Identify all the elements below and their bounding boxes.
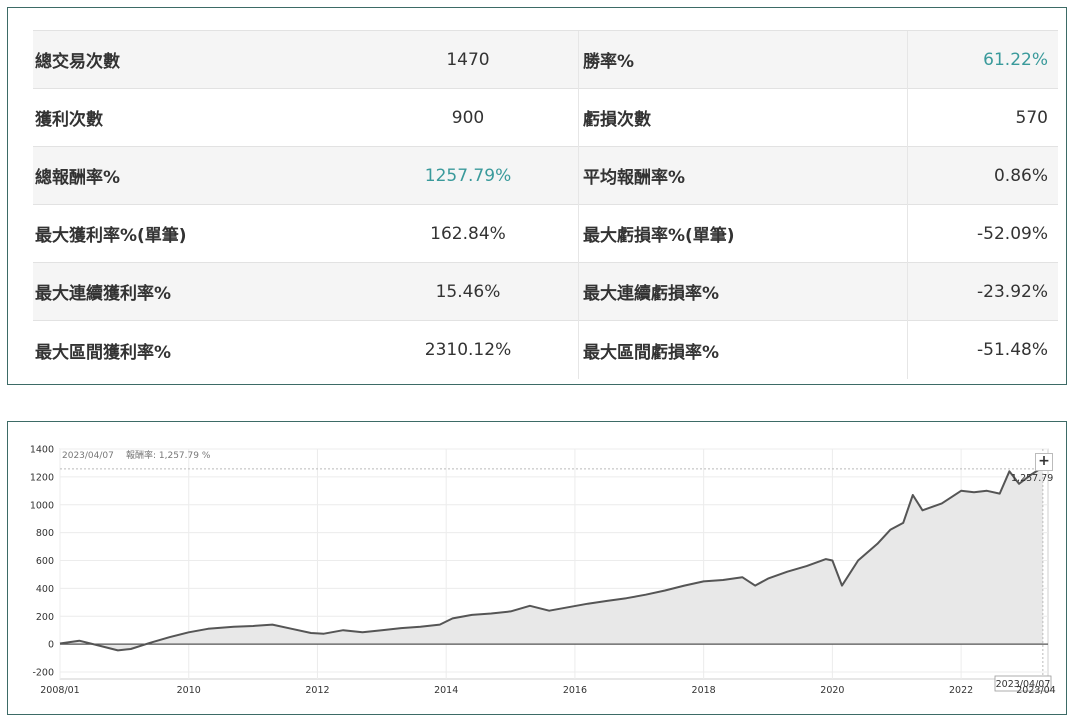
stat-value: 15.46%: [358, 262, 579, 321]
stat-label: 總交易次數: [33, 30, 358, 89]
y-tick-label: 800: [36, 528, 54, 539]
y-tick-label: 1400: [30, 445, 54, 456]
y-tick-label: -200: [32, 668, 54, 679]
last-value-label: 1,257.79: [1011, 473, 1053, 484]
stat-value: 570: [907, 88, 1058, 147]
y-tick-label: 200: [36, 612, 54, 623]
y-tick-label: 0: [48, 640, 54, 651]
stat-value: 1257.79%: [358, 146, 579, 205]
stat-label: 勝率%: [578, 30, 908, 89]
stats-row: 最大連續獲利率% 15.46% 最大連續虧損率% -23.92%: [33, 262, 1058, 321]
x-tick-label: 2008/01: [40, 685, 79, 696]
x-tick-label: 2018: [692, 685, 716, 696]
stat-value: 1470: [358, 30, 579, 89]
y-tick-label: 1200: [30, 472, 54, 483]
return-chart[interactable]: 1400 1200 1000 800 600 400 200 0 -200 2008/01 2010…: [8, 422, 1066, 714]
stats-table: 總交易次數 1470 勝率% 61.22% 獲利次數 900 虧損次數 570 總報酬率% 125…: [33, 30, 1058, 379]
zoom-plus-button[interactable]: +: [1035, 453, 1053, 471]
info-date: 2023/04/07: [62, 451, 114, 461]
y-tick-label: 400: [36, 584, 54, 595]
stats-panel: 總交易次數 1470 勝率% 61.22% 獲利次數 900 虧損次數 570 總報酬率% 125…: [7, 7, 1067, 385]
stat-value: 0.86%: [907, 146, 1058, 205]
x-tick-label: 2016: [563, 685, 587, 696]
return-line: [59, 466, 1044, 652]
y-tick-label: 600: [36, 556, 54, 567]
stat-label: 最大虧損率%(單筆): [578, 204, 908, 263]
stats-row: 最大獲利率%(單筆) 162.84% 最大虧損率%(單筆) -52.09%: [33, 204, 1058, 263]
x-tick-label-edge: 2023/04: [1016, 685, 1055, 696]
crosshair-date-box: [994, 675, 1052, 692]
stat-label: 平均報酬率%: [578, 146, 908, 205]
x-tick-label: 2010: [177, 685, 201, 696]
x-tick-label: 2014: [434, 685, 458, 696]
stats-row: 最大區間獲利率% 2310.12% 最大區間虧損率% -51.48%: [33, 320, 1058, 379]
stat-value: 61.22%: [907, 30, 1058, 89]
stat-label: 虧損次數: [578, 88, 908, 147]
info-return-label: 報酬率: 1,257.79 %: [126, 449, 211, 461]
stat-value: -23.92%: [907, 262, 1058, 321]
stat-label: 最大區間虧損率%: [578, 320, 908, 379]
stat-label: 最大獲利率%(單筆): [33, 204, 358, 263]
y-tick-label: 1000: [30, 500, 54, 511]
stats-row: 獲利次數 900 虧損次數 570: [33, 88, 1058, 147]
stat-label: 獲利次數: [33, 88, 358, 147]
stats-row: 總交易次數 1470 勝率% 61.22%: [33, 30, 1058, 89]
x-tick-label: 2022: [949, 685, 973, 696]
chart-panel: 1400 1200 1000 800 600 400 200 0 -200 2008/01 2010…: [7, 421, 1067, 715]
stat-label: 最大連續獲利率%: [33, 262, 358, 321]
stat-value: 900: [358, 88, 579, 147]
stat-value: 2310.12%: [358, 320, 579, 379]
stats-row: 總報酬率% 1257.79% 平均報酬率% 0.86%: [33, 146, 1058, 205]
stat-label: 總報酬率%: [33, 146, 358, 205]
stat-label: 最大區間獲利率%: [33, 320, 358, 379]
x-tick-label: 2012: [305, 685, 329, 696]
return-area: [60, 467, 1043, 651]
x-tick-label: 2020: [820, 685, 844, 696]
stat-label: 最大連續虧損率%: [578, 262, 908, 321]
stat-value: 162.84%: [358, 204, 579, 263]
stat-value: -52.09%: [907, 204, 1058, 263]
crosshair-date-label: 2023/04/07: [996, 679, 1051, 690]
stat-value: -51.48%: [907, 320, 1058, 379]
